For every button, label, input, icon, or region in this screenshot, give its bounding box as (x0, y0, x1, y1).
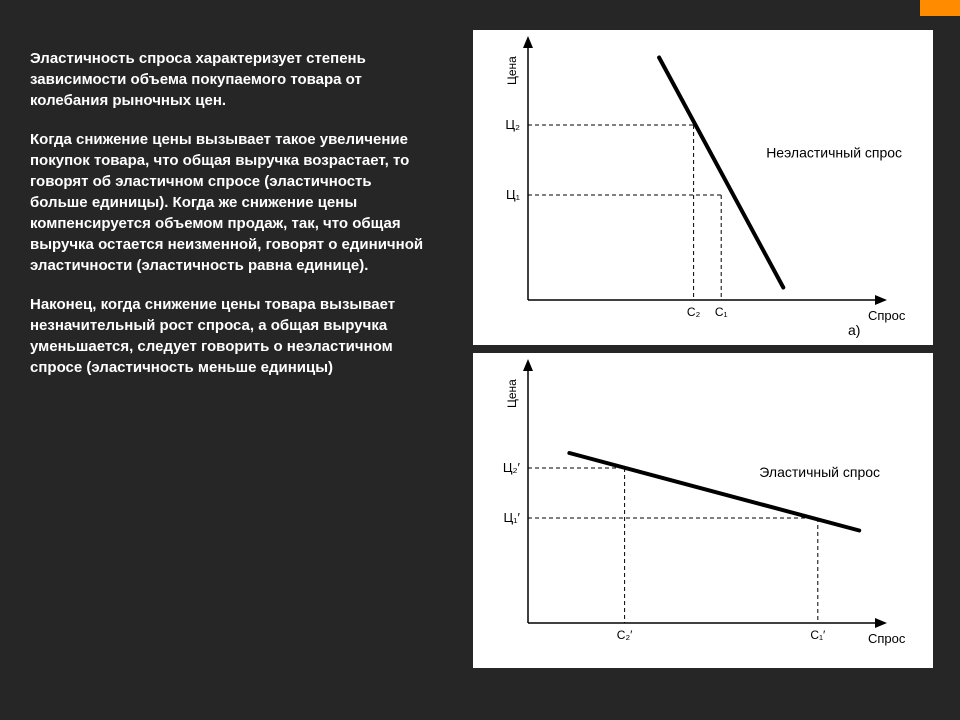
paragraph-2: Когда снижение цены вызывает такое увели… (30, 129, 427, 276)
svg-text:Спрос: Спрос (868, 631, 906, 646)
chart-a-svg: Цена Спрос Ц₂ Ц₁ С₂ С₁ Неэластичный спрос a) (473, 30, 933, 345)
layout-wrap: Эластичность спроса характеризует степен… (0, 0, 960, 720)
svg-text:Ц₁: Ц₁ (505, 187, 520, 202)
svg-text:Спрос: Спрос (868, 308, 906, 323)
svg-text:С₂′: С₂′ (616, 628, 632, 642)
paragraph-1: Эластичность спроса характеризует степен… (30, 48, 427, 111)
svg-text:Неэластичный спрос: Неэластичный спрос (766, 145, 902, 161)
svg-text:Ц₂′: Ц₂′ (502, 460, 520, 475)
svg-text:Ц₁′: Ц₁′ (503, 510, 520, 525)
chart-a: Цена Спрос Ц₂ Ц₁ С₂ С₁ Неэластичный спрос a) (473, 30, 933, 345)
svg-text:Цена: Цена (505, 379, 519, 408)
svg-text:Цена: Цена (505, 56, 519, 85)
svg-text:Эластичный спрос: Эластичный спрос (759, 464, 880, 480)
figure-column: Цена Спрос Ц₂ Ц₁ С₂ С₁ Неэластичный спрос a) Це… (445, 0, 960, 720)
chart-b: Цена Спрос Ц₂′ Ц₁′ С₂′ С₁′ Эластичный спрос (473, 353, 933, 668)
svg-text:С₂: С₂ (686, 305, 700, 319)
svg-text:С₁′: С₁′ (810, 628, 826, 642)
text-column: Эластичность спроса характеризует степен… (0, 0, 445, 720)
paragraph-3: Наконец, когда снижение цены товара вызы… (30, 294, 427, 378)
svg-text:С₁: С₁ (714, 305, 727, 319)
chart-b-svg: Цена Спрос Ц₂′ Ц₁′ С₂′ С₁′ Эластичный спрос (473, 353, 933, 668)
svg-text:Ц₂: Ц₂ (505, 117, 520, 132)
svg-text:a): a) (848, 322, 860, 338)
accent-bar (920, 0, 960, 16)
